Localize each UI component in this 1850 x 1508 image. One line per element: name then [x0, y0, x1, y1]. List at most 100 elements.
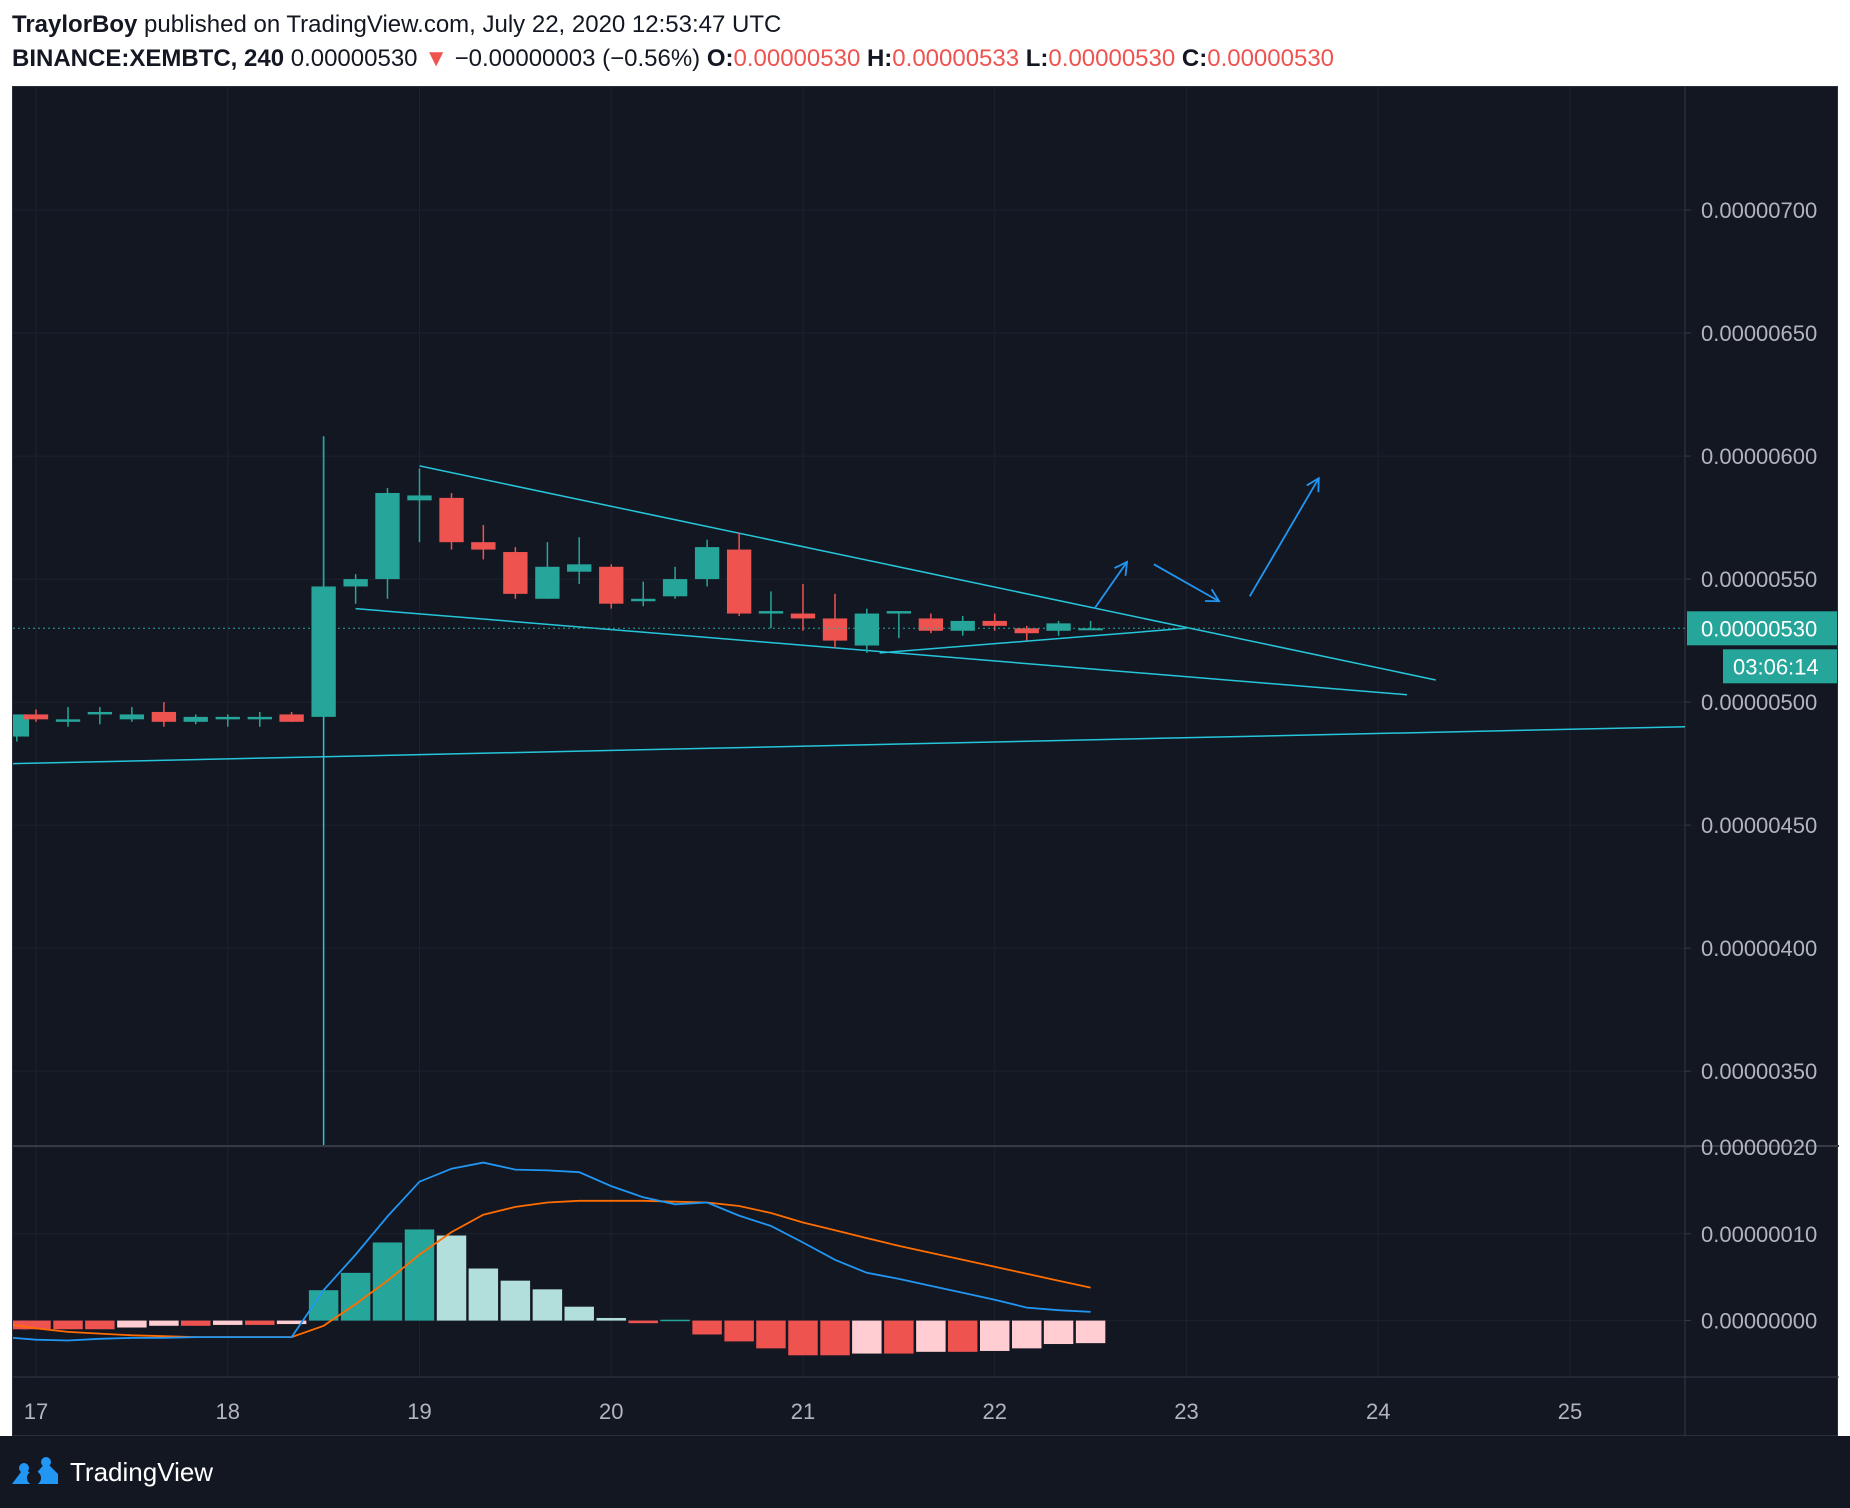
candle-body — [950, 620, 975, 631]
last-price-badge-bg — [1687, 611, 1837, 646]
macd-histogram-bar — [276, 1320, 307, 1325]
price-axis[interactable]: 0.00000700 0.00000650 0.00000600 0.00000550… — [1685, 198, 1817, 1334]
candle — [183, 714, 208, 725]
chart-svg[interactable]: 0.00000700 0.00000650 0.00000600 0.00000550… — [0, 87, 1839, 1437]
macd-histogram-bar — [404, 1229, 435, 1321]
candle — [886, 611, 912, 639]
candle — [822, 593, 848, 648]
short-upper-line — [879, 627, 1187, 654]
macd-histogram-bar — [532, 1289, 563, 1321]
candle — [375, 488, 400, 599]
trendline-drawings[interactable] — [12, 436, 1686, 1145]
ohlc-line: BINANCE:XEMBTC, 240 0.00000530 ▼ −0.0000… — [12, 42, 1850, 76]
candle-body — [471, 542, 496, 550]
candle-body — [599, 566, 624, 604]
projection-arrow-1 — [1093, 560, 1129, 610]
price-tick-label: 0.00000550 — [1701, 567, 1817, 592]
candle-body — [886, 611, 912, 614]
arrow-shaft — [1093, 561, 1128, 610]
macd-histogram-bar — [692, 1320, 722, 1335]
time-tick-label: 25 — [1558, 1399, 1582, 1424]
price-tick-label: 0.00000650 — [1701, 321, 1817, 346]
published-text: published on TradingView.com, July 22, 2… — [137, 11, 782, 38]
candle-body — [503, 552, 528, 594]
projection-arrows[interactable] — [1093, 476, 1320, 610]
tradingview-logo-icon[interactable] — [10, 1456, 62, 1488]
candle-body — [23, 714, 49, 720]
time-tick-label: 23 — [1174, 1399, 1198, 1424]
candle — [23, 709, 49, 722]
author-name[interactable]: TraylorBoy — [12, 11, 138, 38]
price-tick-label: 0.00000350 — [1701, 1059, 1817, 1084]
price-tick-label: 0.00000500 — [1701, 690, 1817, 715]
chart-area[interactable]: 0.00000700 0.00000650 0.00000600 0.00000550… — [0, 86, 1839, 1437]
time-tick-label: 21 — [791, 1399, 815, 1424]
symbol-label[interactable]: BINANCE:XEMBTC, 240 — [12, 45, 285, 72]
time-axis[interactable]: 17 18 19 20 21 22 23 24 25 — [24, 1399, 1582, 1424]
high-value: 0.00000533 — [892, 45, 1020, 72]
macd-histogram-bar — [1012, 1320, 1042, 1349]
countdown-badge-text: 03:06:14 — [1733, 654, 1819, 679]
long-support-line — [12, 725, 1686, 765]
candle-body — [535, 566, 560, 599]
candle-body — [662, 579, 688, 597]
candle-body — [567, 564, 592, 572]
macd-histogram-bar — [884, 1320, 914, 1354]
close-label: C: — [1181, 45, 1208, 72]
candle — [55, 707, 81, 727]
candle — [758, 591, 784, 629]
candle — [279, 711, 304, 722]
arrow-shaft — [1248, 477, 1320, 597]
candle-body — [1046, 623, 1071, 631]
time-tick-label: 18 — [216, 1399, 240, 1424]
candle — [247, 711, 272, 727]
price-tick-label: 0.00000450 — [1701, 813, 1817, 838]
macd-tick-label: 0.00000000 — [1701, 1309, 1817, 1334]
close-value: 0.00000530 — [1207, 45, 1335, 72]
candle-body — [151, 711, 177, 722]
macd-histogram-bar — [724, 1320, 754, 1342]
chart-header: TraylorBoy published on TradingView.com,… — [12, 8, 1850, 76]
candle-body — [247, 716, 272, 720]
last-price-badge-text: 0.00000530 — [1701, 616, 1817, 641]
candle-body — [407, 495, 432, 501]
candle — [567, 537, 592, 585]
projection-arrow-2 — [1153, 563, 1221, 603]
macd-histogram-bar — [660, 1319, 690, 1322]
macd-histogram-bar — [820, 1320, 850, 1356]
candle-body — [631, 598, 656, 602]
macd-tick-label: 0.00000010 — [1701, 1222, 1817, 1247]
price-change: −0.00000003 (−0.56%) — [454, 45, 701, 72]
grid — [13, 87, 1839, 1437]
macd-histogram-bar — [149, 1320, 179, 1326]
price-tick-label: 0.00000700 — [1701, 198, 1817, 223]
candle — [662, 566, 688, 599]
candle — [726, 532, 752, 616]
macd-histogram-bar — [213, 1320, 243, 1325]
macd-histogram-bar — [500, 1280, 531, 1321]
candlestick-series — [4, 436, 1103, 742]
footer: TradingView — [10, 1452, 213, 1492]
candle-body — [918, 618, 944, 631]
macd-histogram-bar — [756, 1320, 786, 1349]
footer-brand[interactable]: TradingView — [70, 1456, 214, 1487]
candle-body — [726, 549, 752, 614]
high-label: H: — [866, 45, 893, 72]
macd-histogram-bar — [916, 1320, 946, 1352]
macd-histogram-bar — [117, 1320, 147, 1328]
footer-bar — [0, 1436, 1850, 1508]
low-label: L: — [1025, 45, 1049, 72]
candle — [854, 608, 880, 653]
candle-body — [311, 586, 336, 717]
candle — [343, 574, 368, 604]
candle — [311, 436, 336, 717]
macd-histogram-bar — [852, 1320, 882, 1354]
time-tick-label: 22 — [982, 1399, 1006, 1424]
candle-body — [87, 711, 113, 715]
projection-arrow-3 — [1248, 476, 1320, 597]
last-price-badge: 0.00000530 03:06:14 — [1687, 611, 1837, 684]
candle-body — [439, 497, 464, 543]
arrow-head — [1205, 588, 1221, 603]
candle-body — [790, 613, 816, 619]
macd-histogram-bar — [436, 1235, 467, 1321]
